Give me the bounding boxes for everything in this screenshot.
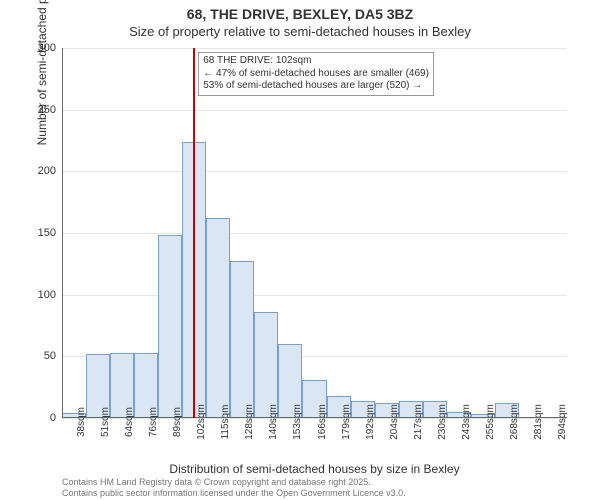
y-axis-line — [62, 48, 63, 418]
y-tick-label: 150 — [38, 227, 56, 239]
x-tick-label: 294sqm — [555, 404, 568, 440]
x-tick-label: 102sqm — [194, 404, 207, 440]
x-tick-label: 179sqm — [339, 404, 352, 440]
x-tick-label: 115sqm — [218, 405, 231, 440]
annotation-line: ← 47% of semi-detached houses are smalle… — [203, 68, 429, 81]
x-tick-label: 243sqm — [459, 404, 472, 440]
x-tick-label: 217sqm — [411, 404, 424, 440]
histogram-bar — [206, 218, 230, 418]
grid-line — [62, 110, 567, 111]
footer-line-2: Contains public sector information licen… — [62, 488, 406, 498]
x-tick-label: 140sqm — [266, 404, 279, 440]
x-tick-label: 255sqm — [483, 404, 496, 440]
x-axis-label: Distribution of semi-detached houses by … — [62, 462, 567, 476]
grid-line — [62, 171, 567, 172]
x-tick-label: 128sqm — [242, 404, 255, 440]
grid-line — [62, 233, 567, 234]
x-tick-label: 38sqm — [74, 407, 87, 437]
x-tick-label: 166sqm — [315, 404, 328, 440]
x-tick-label: 64sqm — [122, 407, 135, 437]
plot-area: 05010015020025030038sqm51sqm64sqm76sqm89… — [62, 48, 567, 418]
y-tick-label: 0 — [50, 412, 56, 424]
annotation-line: 53% of semi-detached houses are larger (… — [203, 80, 429, 93]
y-tick-label: 250 — [38, 104, 56, 116]
footer-line-1: Contains HM Land Registry data © Crown c… — [62, 477, 406, 487]
histogram-bar — [230, 261, 254, 418]
x-tick-label: 76sqm — [146, 407, 159, 437]
y-tick-label: 100 — [38, 289, 56, 301]
histogram-bar — [158, 235, 182, 418]
x-axis-line — [62, 417, 567, 418]
y-tick-label: 200 — [38, 165, 56, 177]
x-tick-label: 192sqm — [363, 404, 376, 440]
x-tick-label: 204sqm — [387, 404, 400, 440]
annotation-box: 68 THE DRIVE: 102sqm← 47% of semi-detach… — [198, 52, 434, 96]
chart-container: 68, THE DRIVE, BEXLEY, DA5 3BZ Size of p… — [0, 0, 600, 500]
x-tick-label: 89sqm — [170, 407, 183, 437]
x-tick-label: 281sqm — [531, 404, 544, 440]
x-tick-label: 268sqm — [507, 404, 520, 440]
grid-line — [62, 48, 567, 49]
y-tick-label: 50 — [44, 350, 56, 362]
x-tick-label: 153sqm — [290, 404, 303, 440]
chart-footer: Contains HM Land Registry data © Crown c… — [62, 477, 406, 498]
y-tick-label: 300 — [38, 42, 56, 54]
annotation-line: 68 THE DRIVE: 102sqm — [203, 55, 429, 68]
histogram-bar — [254, 312, 278, 418]
reference-line — [193, 48, 195, 418]
x-tick-label: 230sqm — [435, 404, 448, 440]
x-tick-label: 51sqm — [98, 407, 111, 437]
grid-line — [62, 295, 567, 296]
